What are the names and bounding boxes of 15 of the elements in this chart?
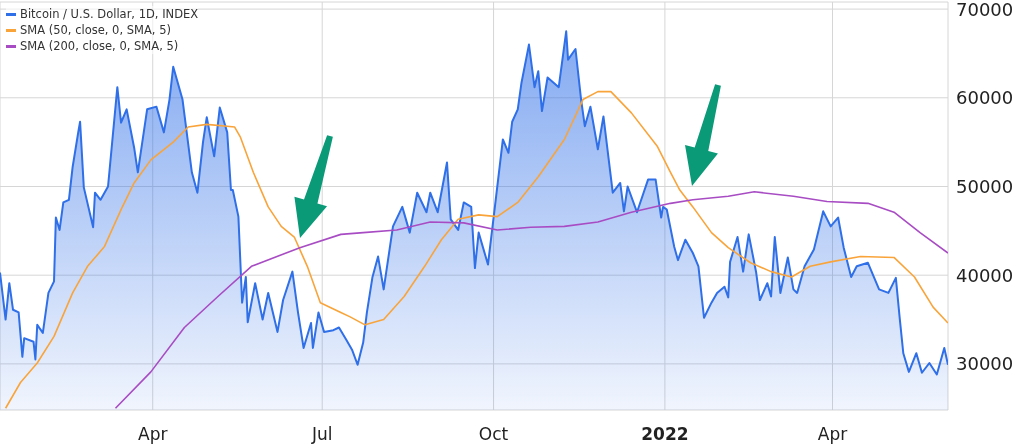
y-tick-label: 40000 xyxy=(956,264,1014,286)
line-series xyxy=(114,191,948,410)
x-tick-label: Oct xyxy=(478,424,509,444)
legend-label: Bitcoin / U.S. Dollar, 1D, INDEX xyxy=(20,6,199,22)
x-tick-label: 2022 xyxy=(641,424,689,444)
y-tick-label: 60000 xyxy=(956,87,1014,109)
y-tick-label: 70000 xyxy=(956,0,1014,20)
x-tick-label: Apr xyxy=(817,424,848,444)
line-series xyxy=(4,90,948,410)
x-tick-label: Apr xyxy=(138,424,168,444)
legend-label: SMA (200, close, 0, SMA, 5) xyxy=(20,38,179,54)
y-tick-label: 50000 xyxy=(956,175,1014,197)
legend-label: SMA (50, close, 0, SMA, 5) xyxy=(20,22,171,38)
y-tick-label: 30000 xyxy=(956,353,1014,375)
x-tick-label: Jul xyxy=(310,424,333,444)
